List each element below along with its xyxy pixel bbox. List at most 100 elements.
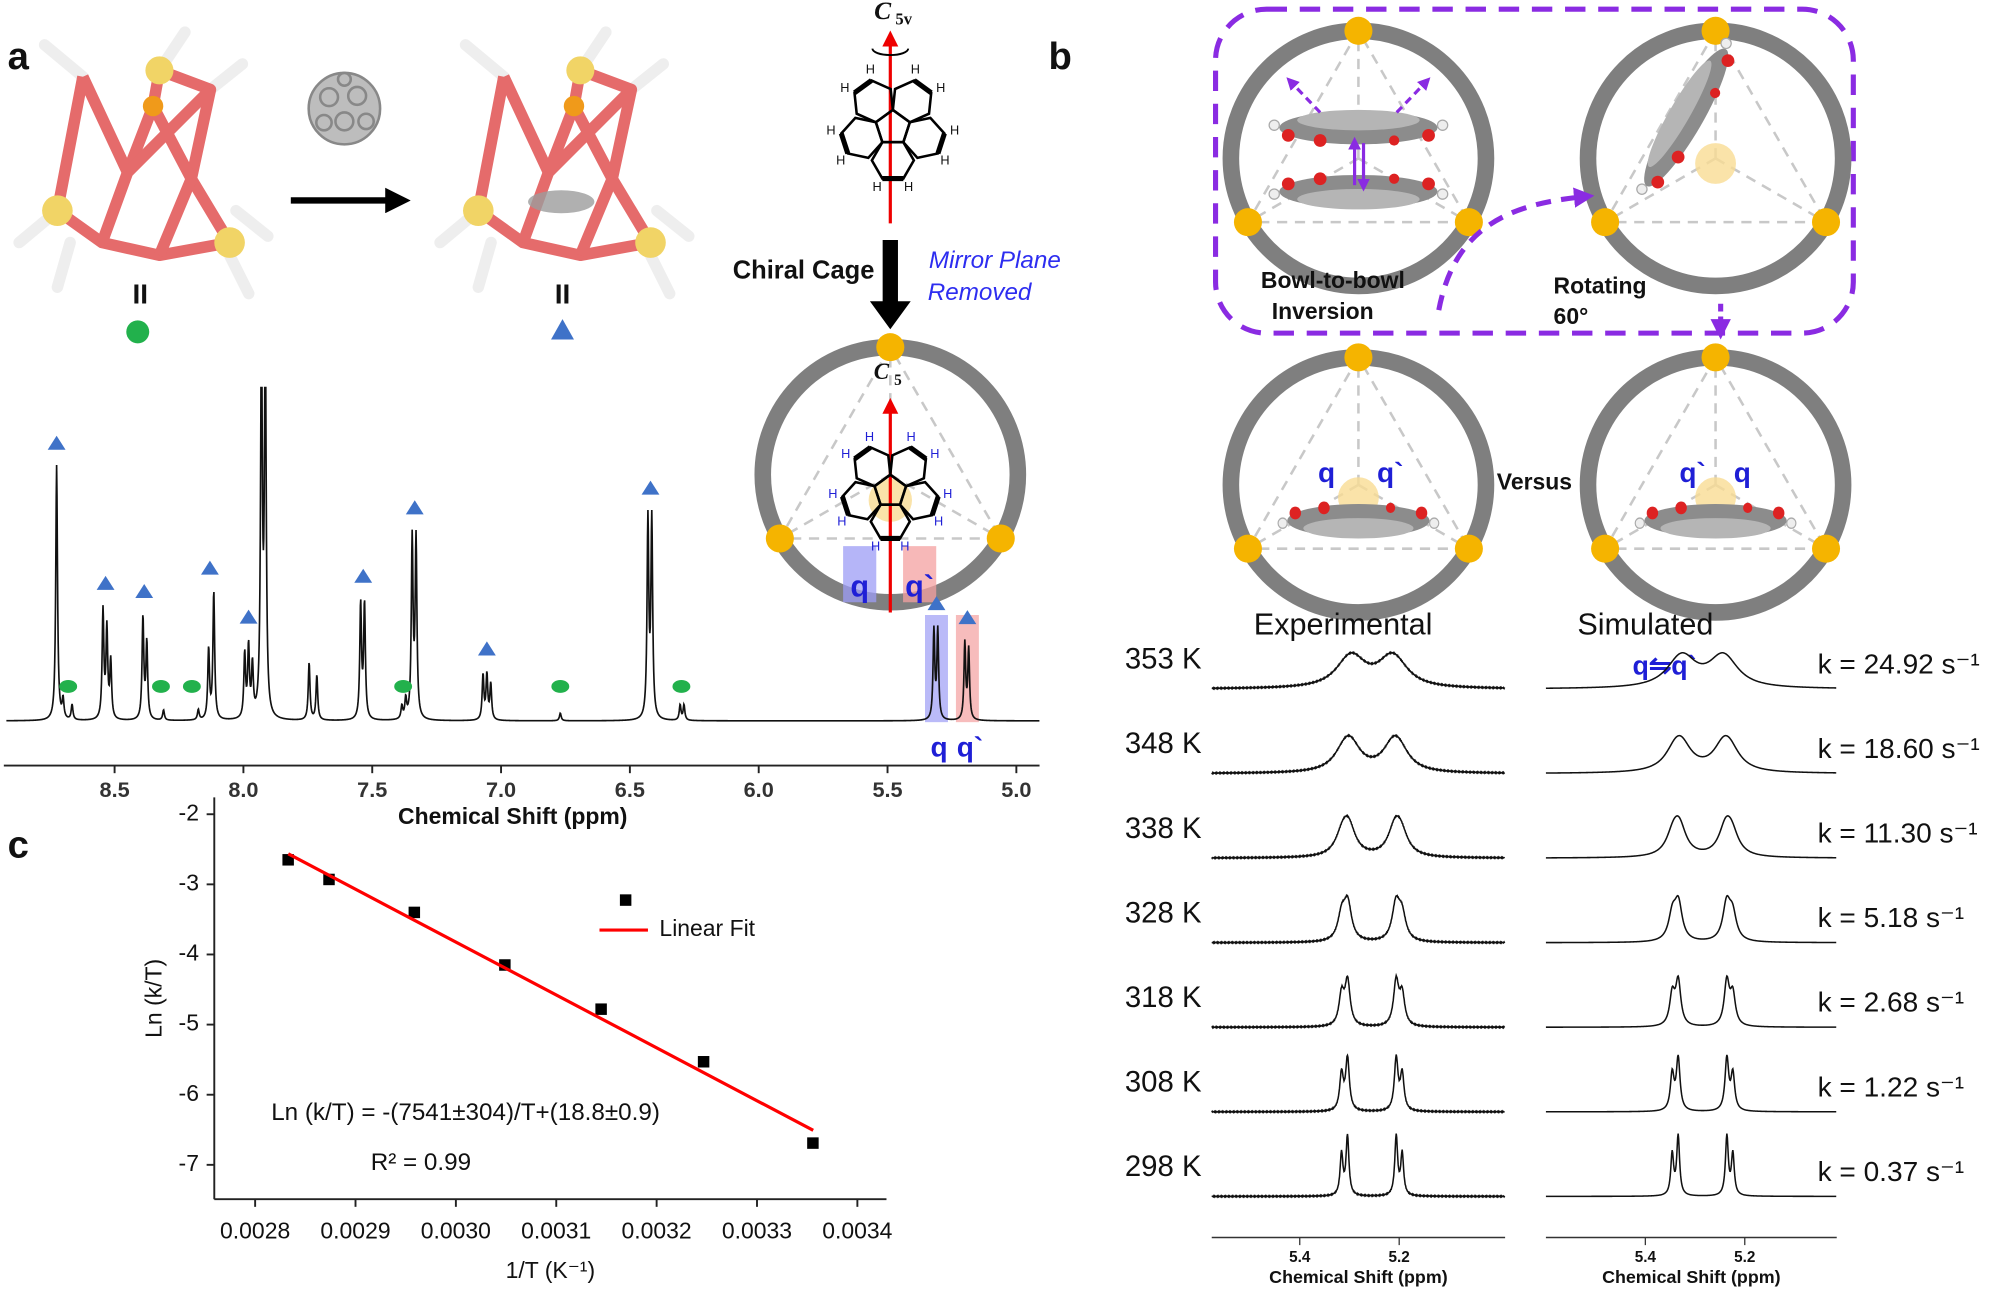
legend-circle xyxy=(126,320,150,344)
peak-circle xyxy=(551,680,570,693)
bond xyxy=(929,495,941,516)
peak-circle xyxy=(672,680,691,693)
x-tick-label: 7.5 xyxy=(357,777,387,802)
peak-triangle xyxy=(200,560,219,575)
atom-label: H xyxy=(911,61,920,76)
bond xyxy=(838,132,851,155)
vt-spectrum xyxy=(1211,733,1506,776)
step-label: Chiral Cage xyxy=(733,257,875,285)
buckybowl xyxy=(318,86,340,108)
proton-label: q` xyxy=(1377,457,1403,488)
point xyxy=(408,906,421,919)
column-title: Experimental xyxy=(1254,608,1433,642)
fit-line xyxy=(287,852,814,1132)
bond xyxy=(853,445,872,461)
atom-label: H xyxy=(866,61,875,76)
rate-label: k = 2.68 s⁻¹ xyxy=(1818,987,1965,1018)
atom-label: H xyxy=(828,486,837,501)
note: Removed xyxy=(928,279,1033,306)
symmetry-label: C xyxy=(874,0,892,25)
cage-view xyxy=(1695,143,1736,184)
atom-label: H xyxy=(940,153,949,168)
vt-spectrum xyxy=(1211,1053,1505,1114)
cage-view xyxy=(1634,500,1797,540)
chiral-cage xyxy=(763,333,1018,613)
caption: 60° xyxy=(1554,303,1589,329)
atom-label: H xyxy=(836,153,845,168)
rate-label: k = 5.18 s⁻¹ xyxy=(1818,902,1965,933)
note: Mirror Plane xyxy=(929,247,1061,274)
y-tick-label: -3 xyxy=(179,869,199,895)
peak-triangle xyxy=(354,568,373,583)
symmetry-label: C xyxy=(874,359,890,384)
y-tick-label: -4 xyxy=(179,940,200,966)
temperature: 353 K xyxy=(1125,643,1202,676)
panel-label: b xyxy=(1048,35,1071,78)
x-tick-label: 5.4 xyxy=(1635,1249,1657,1266)
cage-empty xyxy=(19,32,268,293)
x-tick-label: 0.0030 xyxy=(421,1217,491,1243)
cage-view xyxy=(1286,77,1322,114)
x-tick-label: 5.2 xyxy=(1389,1249,1410,1266)
cage-view xyxy=(1231,343,1486,612)
x-tick-label: 5.2 xyxy=(1734,1249,1755,1266)
atom-label: H xyxy=(900,538,909,553)
vt-spectrum xyxy=(1545,974,1837,1028)
temperature: 348 K xyxy=(1125,727,1202,760)
cage-empty xyxy=(19,32,268,293)
peak-triangle xyxy=(96,575,115,590)
cage-view xyxy=(1634,500,1797,540)
atom-label: H xyxy=(840,80,849,95)
y-tick-label: -2 xyxy=(179,799,199,825)
bond xyxy=(839,495,851,516)
x-tick-label: 6.0 xyxy=(744,777,774,802)
cage-view xyxy=(1395,77,1431,114)
peak-triangle xyxy=(958,610,977,625)
point xyxy=(697,1056,710,1068)
atom-label: H xyxy=(934,514,943,529)
rate-label: k = 0.37 s⁻¹ xyxy=(1818,1156,1965,1187)
caption: Rotating xyxy=(1554,272,1647,298)
x-tick-label: 0.0034 xyxy=(822,1217,892,1243)
proton-label: q` xyxy=(1679,457,1705,488)
vt-spectrum xyxy=(1211,893,1506,945)
atom-label: H xyxy=(950,123,959,138)
vt-spectrum xyxy=(1545,1133,1837,1198)
peak-circle xyxy=(59,680,78,693)
y-tick-label: -5 xyxy=(179,1010,199,1036)
vt-spectrum xyxy=(1545,1054,1837,1113)
proton-label: q` xyxy=(905,569,934,603)
x-tick-label: 0.0033 xyxy=(722,1217,792,1243)
cage-label: II xyxy=(133,279,149,310)
x-tick-label: 0.0031 xyxy=(521,1217,591,1243)
rate-label: k = 1.22 s⁻¹ xyxy=(1818,1071,1965,1102)
atom-label: H xyxy=(826,123,835,138)
point xyxy=(499,959,511,971)
y-tick-label: -7 xyxy=(179,1150,199,1176)
x-axis-label: Chemical Shift (ppm) xyxy=(398,803,627,829)
x-tick-label: 8.5 xyxy=(100,777,130,802)
temperature: 298 K xyxy=(1125,1150,1202,1183)
vt-spectrum xyxy=(1211,1133,1506,1199)
y-axis-label: Ln (k/T) xyxy=(141,959,167,1038)
plots: q q` 8.5 8.0 7.5 7.0 6.5 6.0 5.5 5.0 Chemical Shif… xyxy=(3,386,1980,1287)
exchange-label: q⇋q` xyxy=(1633,650,1697,680)
temperature: 318 K xyxy=(1125,981,1202,1014)
peak-triangle xyxy=(47,435,66,450)
peak-circle xyxy=(182,680,201,693)
buckybowl xyxy=(334,111,355,132)
spectrum xyxy=(6,386,1040,722)
bond xyxy=(912,78,933,95)
peak-circle xyxy=(394,680,413,693)
cage-view xyxy=(1268,171,1449,211)
ring xyxy=(853,79,895,124)
peak-triangle xyxy=(239,609,258,624)
corannulene xyxy=(871,48,910,57)
temperature: 308 K xyxy=(1125,1066,1202,1099)
atom-label: H xyxy=(907,429,916,444)
proton-label: q xyxy=(930,731,947,762)
legend-label: Linear Fit xyxy=(659,915,755,941)
atom-label: H xyxy=(873,179,882,194)
atom-label: H xyxy=(943,486,952,501)
